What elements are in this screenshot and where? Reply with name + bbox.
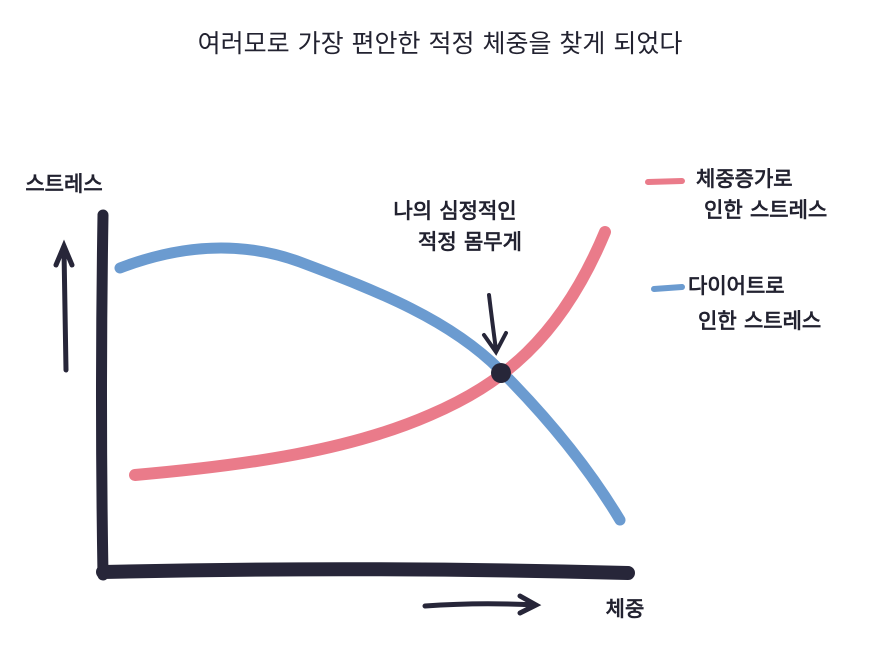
intersection-point [491, 363, 511, 383]
x-arrow [422, 593, 542, 616]
y-arrow [53, 239, 75, 373]
y-axis-label: 스트레스 [25, 172, 102, 196]
annotation-line: 적정 몸무게 [418, 230, 522, 254]
x-axis [96, 562, 635, 580]
legend-label: 다이어트로 [688, 274, 785, 298]
legend-label: 인한 스트레스 [698, 309, 821, 333]
annotation-line: 나의 심정적인 [393, 199, 516, 223]
legend-swatch [651, 284, 685, 292]
legend-label: 체중증가로 [696, 167, 793, 191]
legend-swatch [645, 178, 685, 185]
annotation-arrow [482, 293, 508, 356]
y-axis [96, 209, 109, 581]
diet-stress-curve [114, 242, 626, 526]
weight-gain-stress-curve [129, 226, 611, 481]
legend-label: 인한 스트레스 [704, 198, 827, 222]
title: 여러모로 가장 편안한 적정 체중을 찾게 되었다 [198, 29, 683, 58]
x-axis-label: 체중 [606, 597, 645, 621]
